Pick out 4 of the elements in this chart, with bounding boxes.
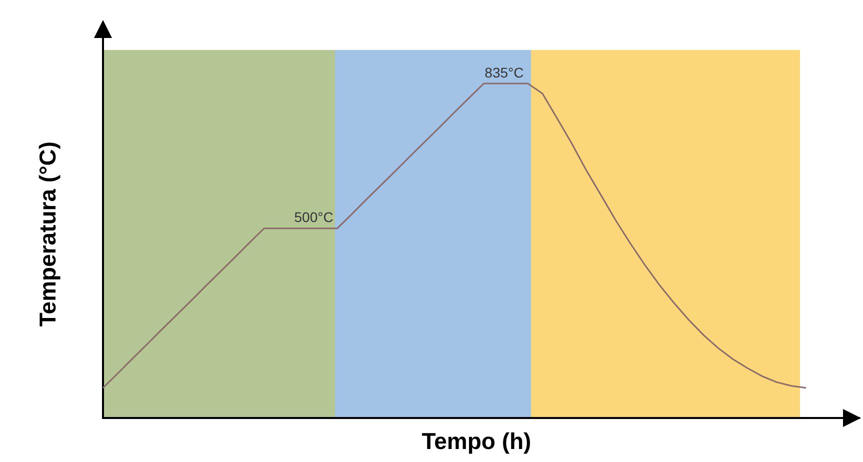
annotation: 835°C bbox=[484, 64, 524, 80]
y-axis-title: Temperatura (°C) bbox=[34, 141, 62, 327]
x-axis-title: Tempo (h) bbox=[420, 428, 532, 455]
annotation: 500°C bbox=[294, 209, 334, 226]
